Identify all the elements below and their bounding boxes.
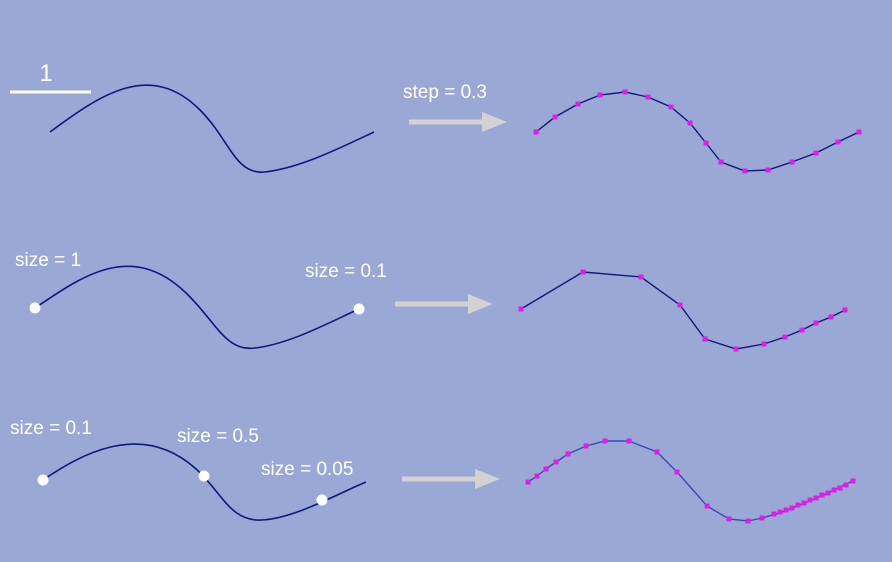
sample-points (525, 438, 856, 524)
sample-point (801, 500, 807, 506)
size-label: size = 0.05 (261, 459, 353, 480)
size-label: size = 1 (15, 250, 81, 271)
sample-point (703, 140, 709, 146)
input-curve (42, 443, 367, 521)
sample-point (842, 307, 848, 313)
sample-point (726, 516, 732, 522)
sample-point (575, 101, 581, 107)
sample-point (777, 509, 783, 515)
sample-point (583, 443, 589, 449)
sample-point (742, 168, 748, 174)
control-point (316, 494, 328, 506)
sample-point (525, 479, 531, 485)
sample-point (638, 274, 644, 280)
sample-point (765, 167, 771, 173)
sample-point (702, 336, 708, 342)
sample-point (783, 507, 789, 513)
sample-point (553, 459, 559, 465)
sample-point (668, 104, 674, 110)
sample-point (654, 449, 660, 455)
sample-point (622, 89, 628, 95)
sample-point (789, 159, 795, 165)
sample-point (534, 473, 540, 479)
sample-point (761, 341, 767, 347)
control-point (198, 470, 210, 482)
sample-point (825, 490, 831, 496)
sample-point (518, 306, 524, 312)
sample-point (626, 438, 632, 444)
sample-point (602, 438, 608, 444)
sample-point (835, 139, 841, 145)
sample-point (813, 495, 819, 501)
sample-point (733, 346, 739, 352)
control-point (29, 302, 41, 314)
sample-point (718, 159, 724, 165)
control-point (37, 474, 49, 486)
input-curve (49, 84, 375, 173)
scale-bar: 1 (10, 60, 91, 94)
sample-point (552, 114, 558, 120)
row-three-sizes: size = 0.1 size = 0.5 size = 0.05 (10, 418, 856, 524)
sample-point (831, 487, 837, 493)
sample-point (580, 269, 586, 275)
row-two-sizes: size = 1 size = 0.1 (15, 250, 848, 352)
scale-bar-label: 1 (39, 60, 52, 87)
sample-point (674, 469, 680, 475)
sample-point (543, 466, 549, 472)
input-curve (34, 265, 360, 350)
sample-point (850, 478, 856, 484)
sample-point (687, 120, 693, 126)
sample-point (597, 92, 603, 98)
sample-point (819, 492, 825, 498)
output-polyline (520, 271, 846, 350)
sample-point (677, 302, 683, 308)
control-point (353, 303, 365, 315)
sample-point (856, 129, 862, 135)
sample-point (533, 129, 539, 135)
sample-point (807, 497, 813, 503)
output-polyline (535, 91, 860, 172)
sample-point (837, 485, 843, 491)
sample-point (759, 515, 765, 521)
sample-point (795, 502, 801, 508)
size-label: size = 0.1 (10, 418, 92, 439)
sample-point (813, 150, 819, 156)
sample-point (799, 327, 805, 333)
sample-point (645, 94, 651, 100)
sample-point (843, 482, 849, 488)
arrow (402, 469, 500, 489)
sample-point (704, 503, 710, 509)
size-label: size = 0.5 (177, 426, 259, 447)
arrow (395, 294, 493, 314)
sample-point (789, 505, 795, 511)
sample-point (745, 518, 751, 524)
sample-points (518, 269, 848, 352)
step-label: step = 0.3 (403, 82, 487, 103)
row-uniform-step: step = 0.3 (49, 82, 862, 174)
sample-point (813, 320, 819, 326)
sample-point (771, 511, 777, 517)
output-polyline (527, 440, 854, 522)
sample-point (782, 334, 788, 340)
sample-point (565, 451, 571, 457)
size-label: size = 0.1 (305, 261, 387, 282)
arrow (409, 112, 507, 132)
sample-points (533, 89, 862, 174)
sample-point (828, 314, 834, 320)
